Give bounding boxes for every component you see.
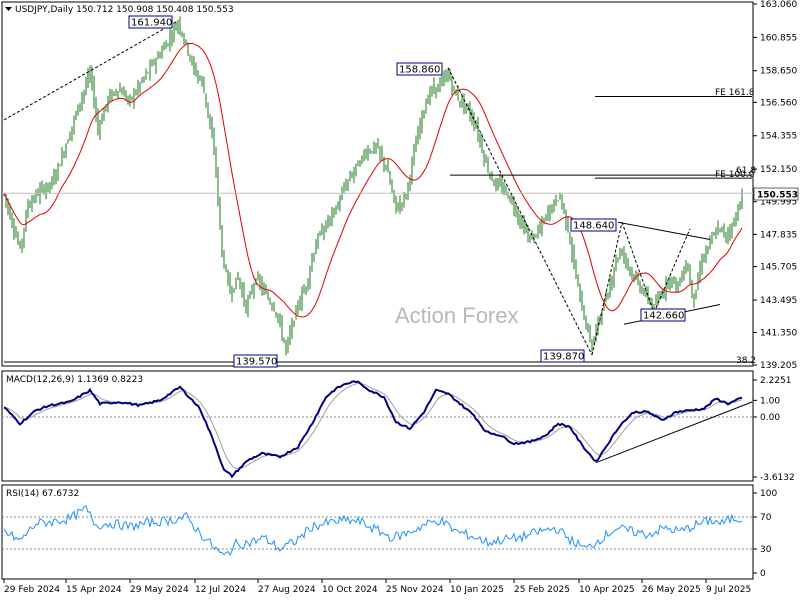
svg-text:148.640: 148.640 — [573, 221, 614, 232]
triangle-upper-line — [617, 221, 711, 240]
annotation-139570: 139.570 — [233, 354, 278, 368]
dashed-trend-line-1 — [3, 20, 179, 121]
rsi-tick-label: 100 — [760, 489, 777, 499]
date-tick-label: 26 May 2025 — [642, 585, 701, 595]
price-tick-label: 139.205 — [760, 361, 797, 371]
price-tick-label: 163.060 — [760, 0, 797, 10]
annotation-142660: 142.660 — [640, 308, 686, 322]
rsi-tick-label: 30 — [760, 545, 772, 555]
rsi-header: RSI(14) 67.6732 — [6, 489, 79, 499]
macd-panel-frame — [1, 370, 754, 482]
current-price-tag: 150.553 — [753, 187, 799, 201]
date-tick-label: 25 Feb 2025 — [514, 585, 570, 595]
svg-text:139.870: 139.870 — [543, 352, 584, 363]
svg-text:150.553: 150.553 — [757, 191, 798, 201]
rsi-line — [3, 504, 743, 557]
date-tick-label: 15 Apr 2024 — [66, 585, 122, 595]
macd-tick-label: 0.00 — [760, 413, 780, 423]
moving-average-line — [3, 42, 743, 318]
date-tick-label: 25 Nov 2024 — [386, 585, 444, 595]
fe-61-label: 61.8 — [736, 166, 756, 176]
dashed-trend-line-4 — [621, 222, 655, 313]
rsi-tick-label: 0 — [760, 569, 766, 579]
macd-tick-label: 1.00 — [760, 396, 780, 406]
macd-tick-label: -3.6132 — [760, 473, 795, 483]
price-tick-label: 158.650 — [760, 67, 797, 77]
watermark: Action Forex — [395, 303, 519, 328]
price-tick-label: 143.495 — [760, 296, 797, 306]
annotation-148640: 148.640 — [570, 218, 617, 232]
svg-text:161.940: 161.940 — [131, 18, 172, 29]
main-panel-frame — [1, 1, 754, 367]
main-price-layer — [2, 16, 753, 363]
macd-layer — [2, 380, 753, 479]
rsi-layer — [2, 504, 753, 557]
date-tick-label: 12 Jul 2024 — [195, 585, 246, 595]
annotation-158860: 158.860 — [396, 62, 443, 76]
svg-text:139.570: 139.570 — [236, 357, 277, 368]
axis-layer: 163.060 160.855 158.650 156.560 154.355 152.1… — [3, 0, 797, 595]
macd-tick-label: 2.2251 — [760, 376, 792, 386]
annotation-139870: 139.870 — [540, 349, 585, 363]
rsi-panel-frame — [1, 484, 754, 580]
price-tick-label: 149.995 — [760, 198, 797, 208]
date-tick-label: 29 May 2024 — [130, 585, 189, 595]
dashed-trend-line-5 — [653, 228, 691, 313]
price-tick-label: 147.835 — [760, 230, 797, 240]
dashed-trend-line-3 — [591, 222, 623, 356]
header-triangle-icon — [5, 7, 12, 11]
macd-line — [3, 380, 743, 479]
main-header: USDJPY,Daily 150.712 150.908 150.408 150… — [15, 5, 234, 15]
date-tick-label: 9 Jul 2025 — [706, 585, 751, 595]
annotation-161940: 161.940 — [128, 15, 173, 29]
date-tick-label: 10 Jan 2025 — [450, 585, 504, 595]
rsi-tick-label: 70 — [760, 513, 772, 523]
price-tick-label: 160.855 — [760, 33, 797, 43]
price-tick-label: 152.150 — [760, 165, 797, 175]
price-tick-label: 141.350 — [760, 329, 797, 339]
date-tick-label: 27 Aug 2024 — [258, 585, 316, 595]
price-tick-label: 156.560 — [760, 98, 797, 108]
dashed-trend-line-2 — [447, 67, 593, 356]
macd-header: MACD(12,26,9) 1.1369 0.8223 — [6, 375, 143, 385]
date-tick-label: 10 Apr 2025 — [579, 585, 635, 595]
date-tick-label: 10 Oct 2024 — [322, 585, 378, 595]
fe-100-label: FE 100.0 — [715, 170, 755, 180]
price-tick-label: 154.355 — [760, 132, 797, 142]
price-tick-label: 145.705 — [760, 263, 797, 273]
macd-trend-line — [595, 401, 753, 464]
fe-161-label: FE 161.8 — [715, 88, 755, 98]
svg-text:158.860: 158.860 — [399, 65, 440, 76]
svg-text:142.660: 142.660 — [643, 311, 684, 322]
date-tick-label: 29 Feb 2024 — [4, 585, 60, 595]
fe-38-label: 38.2 — [736, 356, 756, 366]
